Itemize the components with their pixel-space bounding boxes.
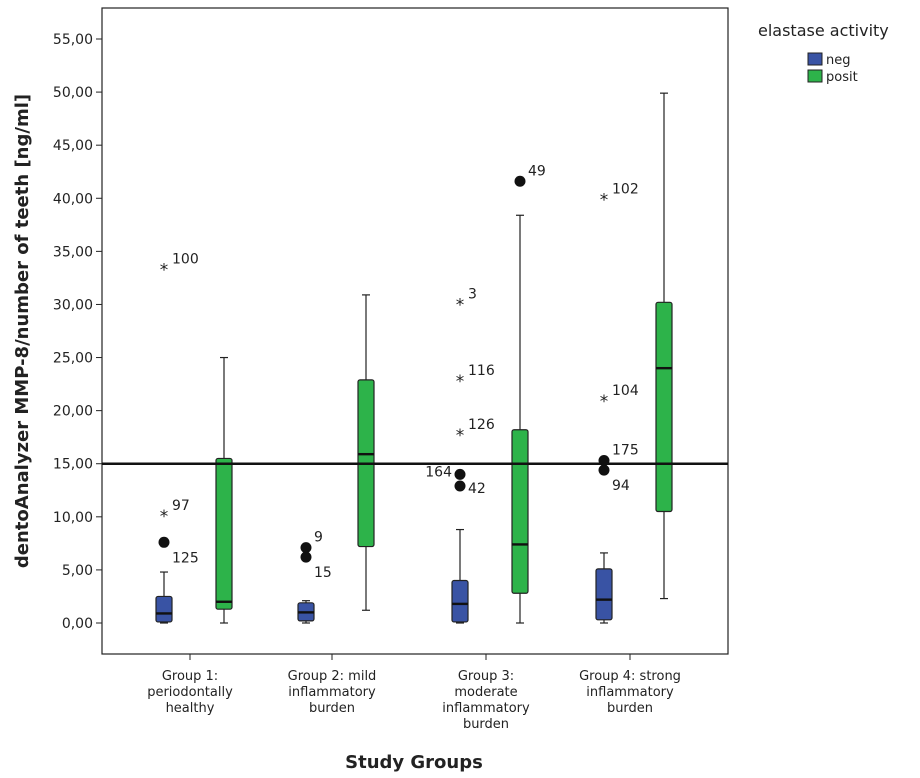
outlier-dot [300,551,312,563]
outlier-dot [300,542,312,554]
y-tick-label: 25,00 [53,351,93,367]
box-neg [297,600,315,624]
outlier-dot [514,175,526,187]
outlier-label: 102 [612,181,639,197]
outlier-label: 3 [468,286,477,302]
outlier-label: 104 [612,383,639,399]
box-posit [215,356,233,624]
box-neg [155,571,173,624]
x-category-label: Group 1: periodontally healthy [147,669,233,716]
outlier-label: 15 [314,565,332,581]
x-category-label-line: inflammatory [442,701,530,716]
extreme-star: * [600,190,609,210]
extreme-star: * [160,507,169,527]
box-posit [511,214,529,624]
outlier-label: 42 [468,481,486,497]
extreme-star: * [456,426,465,446]
box-neg [595,552,613,624]
y-tick-label: 10,00 [53,510,93,526]
extreme-star: * [160,260,169,280]
y-tick-label: 55,00 [53,32,93,48]
x-axis-title: Study Groups [345,752,483,773]
box-iqr [655,301,673,513]
y-tick-label: 50,00 [53,85,93,101]
outlier-dot [598,464,610,476]
extreme-star: * [456,295,465,315]
x-category-label-line: inflammatory [288,685,376,700]
outlier-label: 126 [468,417,495,433]
x-category-label-line: burden [463,717,509,732]
box-posit [357,294,375,611]
plot-frame [101,7,729,655]
x-category-label-line: inflammatory [586,685,674,700]
x-category-label-line: moderate [454,685,517,700]
y-axis-title: dentoAnalyzer MMP-8/number of teeth [ng/… [12,94,33,568]
x-category-label-line: healthy [166,701,215,716]
box-iqr [595,568,613,621]
x-category-label-line: burden [309,701,355,716]
outlier-dot [454,468,466,480]
y-axis: 0,00 5,00 10,00 15,00 20,00 25,00 30,00 35,00 40… [53,32,102,632]
x-category-label-line: Group 2: mild [288,669,377,684]
box-neg [451,528,469,624]
legend-swatch-posit [807,69,823,83]
y-tick-label: 35,00 [53,244,93,260]
y-tick-label: 0,00 [62,616,93,632]
outlier-layer: 125*97*10015942164*126*116*394175*104*10… [158,163,639,581]
legend-label-neg: neg [826,53,851,68]
outlier-label: 125 [172,550,199,566]
y-tick-label: 20,00 [53,404,93,420]
y-tick-label: 15,00 [53,457,93,473]
x-category-label: Group 3: moderate inflammatory burden [442,669,530,732]
legend-title: elastase activity [758,21,889,40]
x-category-label-line: periodontally [147,685,233,700]
y-tick-label: 45,00 [53,138,93,154]
y-tick-label: 40,00 [53,191,93,207]
outlier-label: 97 [172,498,190,514]
outlier-label: 94 [612,478,630,494]
outlier-label: 116 [468,363,495,379]
outlier-label: 9 [314,530,323,546]
x-category-label-line: Group 4: strong [579,669,681,684]
x-category-label-line: Group 3: [458,669,514,684]
box-iqr [451,579,469,623]
x-category-label: Group 4: strong inflammatory burden [579,669,681,716]
box-posit [655,92,673,600]
legend: elastase activity neg posit [758,21,889,85]
y-tick-label: 5,00 [62,563,93,579]
legend-label-posit: posit [826,70,858,85]
extreme-star: * [456,372,465,392]
x-category-label: Group 2: mild inflammatory burden [288,669,377,716]
box-iqr [215,457,233,610]
extreme-star: * [600,392,609,412]
outlier-dot [158,536,170,548]
outlier-label: 175 [612,443,639,459]
outlier-label: 100 [172,251,199,267]
box-iqr [155,595,173,623]
outlier-label: 164 [425,464,452,480]
x-category-label-line: Group 1: [162,669,218,684]
legend-swatch-neg [807,52,823,66]
y-tick-label: 30,00 [53,297,93,313]
x-axis: Group 1: periodontally healthy Group 2: mil… [147,654,681,732]
box-layer [155,92,673,624]
box-iqr [511,429,529,594]
outlier-label: 49 [528,163,546,179]
x-category-label-line: burden [607,701,653,716]
outlier-dot [454,480,466,492]
